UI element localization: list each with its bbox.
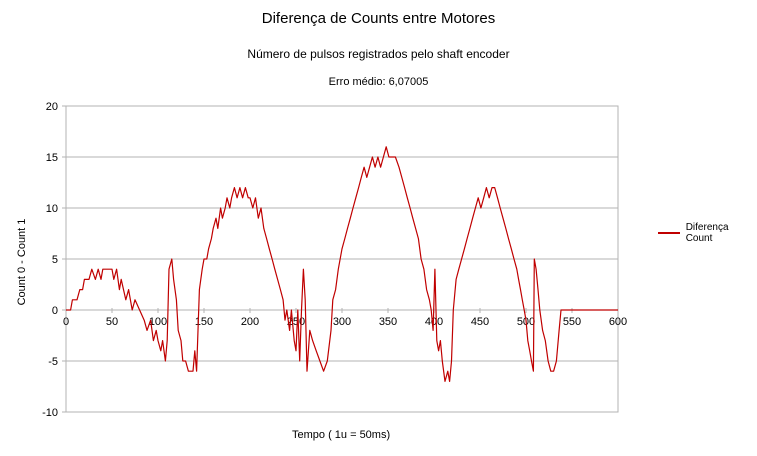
x-tick-label: 400 bbox=[425, 316, 443, 328]
x-tick-label: 550 bbox=[563, 316, 581, 328]
y-tick-label: 20 bbox=[46, 101, 58, 113]
x-tick-label: 300 bbox=[333, 316, 351, 328]
chart-subtitle: Número de pulsos registrados pelo shaft … bbox=[247, 47, 510, 61]
legend-swatch bbox=[658, 232, 680, 234]
x-tick-label: 150 bbox=[195, 316, 213, 328]
x-axis-label: Tempo ( 1u = 50ms) bbox=[292, 429, 391, 441]
x-tick-label: 600 bbox=[609, 316, 627, 328]
x-tick-label: 200 bbox=[241, 316, 259, 328]
x-tick-label: 0 bbox=[63, 316, 69, 328]
x-tick-label: 100 bbox=[149, 316, 167, 328]
y-tick-label: -10 bbox=[42, 407, 58, 419]
x-tick-label: 350 bbox=[379, 316, 397, 328]
y-tick-label: -5 bbox=[48, 356, 58, 368]
x-tick-label: 450 bbox=[471, 316, 489, 328]
series-line-diferenca-count bbox=[66, 146, 618, 382]
y-tick-label: 15 bbox=[46, 152, 58, 164]
legend-label: Diferença Count bbox=[685, 222, 729, 244]
chart-annotation: Erro médio: 6,07005 bbox=[328, 76, 429, 88]
y-tick-label: 0 bbox=[52, 305, 58, 317]
chart-title: Diferença de Counts entre Motores bbox=[261, 10, 496, 27]
x-tick-label: 50 bbox=[106, 316, 118, 328]
legend: Diferença Count bbox=[658, 222, 757, 244]
y-tick-label: 5 bbox=[52, 254, 58, 266]
y-tick-label: 10 bbox=[46, 203, 58, 215]
